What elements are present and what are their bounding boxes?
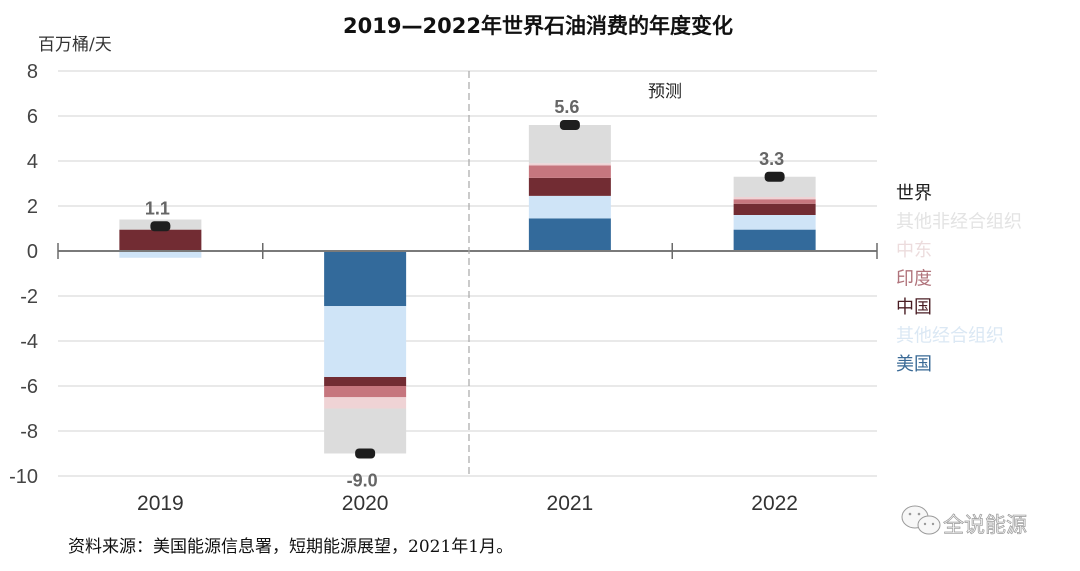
legend-item: 印度 <box>896 269 932 290</box>
y-tick-label: 6 <box>27 106 38 128</box>
y-tick-label: 0 <box>27 241 38 263</box>
legend-item: 中东 <box>896 240 932 261</box>
chart-title: 2019—2022年世界石油消费的年度变化 <box>343 14 733 38</box>
y-tick-label: -6 <box>20 376 38 398</box>
forecast-label: 预测 <box>648 82 682 102</box>
bar-segment <box>528 165 611 178</box>
bar-segment <box>733 197 816 200</box>
bar-segment <box>528 218 611 251</box>
bar-segment <box>324 377 407 386</box>
y-tick-label: -10 <box>9 466 38 488</box>
source-note: 资料来源：美国能源信息署，短期能源展望，2021年1月。 <box>68 537 513 557</box>
x-tick-label: 2022 <box>751 492 798 515</box>
bar-segment <box>324 251 407 307</box>
data-label: 3.3 <box>759 149 784 169</box>
world-total-marker <box>355 448 376 459</box>
data-label: 5.6 <box>554 97 579 117</box>
y-tick-label: 4 <box>27 151 38 173</box>
world-total-marker <box>559 120 580 130</box>
bar-segment <box>528 195 611 219</box>
data-label: -9.0 <box>347 471 378 491</box>
legend-item: 其他经合组织 <box>896 326 1004 347</box>
bar-segment <box>324 306 407 377</box>
bar-segment <box>119 229 202 251</box>
legend-item: 世界 <box>896 183 932 204</box>
x-tick-label: 2020 <box>342 492 389 515</box>
legend-item: 美国 <box>896 354 932 375</box>
y-tick-label: -2 <box>20 286 38 308</box>
bar-segment <box>119 251 202 258</box>
y-tick-label: 8 <box>27 61 38 83</box>
x-tick-label: 2021 <box>547 492 594 515</box>
y-axis-unit-label: 百万桶/天 <box>38 35 112 55</box>
y-tick-label: -8 <box>20 421 38 443</box>
x-tick-label: 2019 <box>137 492 184 515</box>
world-total-marker <box>150 221 171 232</box>
legend-item: 中国 <box>896 297 932 318</box>
bar-segment <box>528 177 611 196</box>
world-totals: 1.1 -9.0 5.6 3.3 <box>145 97 785 491</box>
bar-segment <box>324 408 407 454</box>
x-axis-ticks: 2019 2020 2021 2022 <box>137 492 798 515</box>
gridlines <box>58 70 877 477</box>
bar-segment <box>733 229 816 251</box>
bar-segment <box>324 397 407 409</box>
wechat-icon <box>901 505 941 535</box>
watermark: 全说能源 <box>901 505 1027 537</box>
bar-segment <box>733 199 816 204</box>
bar-segment <box>733 203 816 215</box>
legend-item: 其他非经合组织 <box>896 212 1022 233</box>
y-tick-label: -4 <box>20 331 38 353</box>
x-axis <box>57 243 878 259</box>
bar-segment <box>324 386 407 398</box>
bars <box>119 125 816 454</box>
bar-segment <box>528 163 611 166</box>
y-tick-label: 2 <box>27 196 38 218</box>
data-label: 1.1 <box>145 198 170 218</box>
bar-segment <box>528 125 611 164</box>
world-total-marker <box>764 171 785 182</box>
bar-segment <box>733 176 816 197</box>
bar-segment <box>733 215 816 230</box>
y-axis-ticks: 8 6 4 2 0 -2 -4 -6 -8 -10 <box>9 61 38 488</box>
watermark-text: 全说能源 <box>943 513 1027 537</box>
